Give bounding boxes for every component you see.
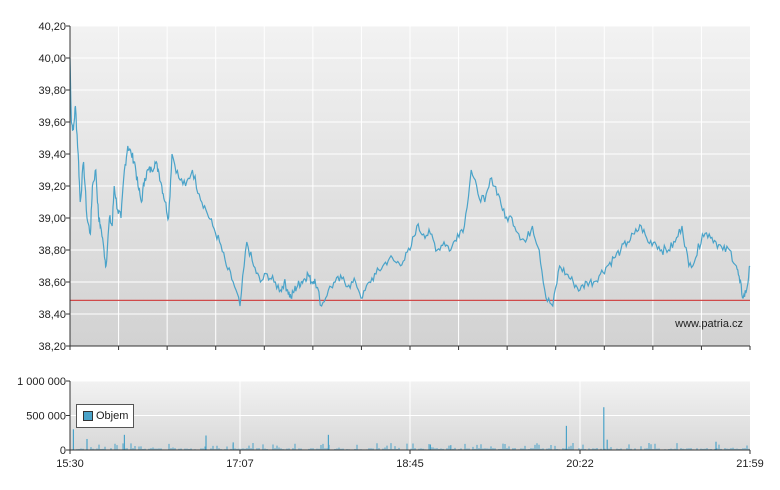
price-y-tick-label: 38,40 (38, 309, 66, 321)
volume-y-tick-label: 500 000 (26, 411, 66, 423)
price-y-tick-label: 40,20 (38, 21, 66, 33)
price-y-axis: 40,20 40,00 39,80 39,60 39,40 39,20 39,00 38,80… (38, 21, 70, 353)
price-panel: 40,20 40,00 39,80 39,60 39,40 39,20 39,00 38,80… (38, 21, 751, 353)
price-y-tick-label: 39,40 (38, 149, 66, 161)
legend-swatch (83, 411, 93, 421)
price-y-tick-label: 39,20 (38, 181, 66, 193)
x-tick-label: 17:07 (226, 458, 254, 470)
price-y-tick-label: 39,00 (38, 213, 66, 225)
volume-x-axis: 15:30 17:07 18:45 20:22 21:59 (56, 450, 764, 470)
watermark-text: www.patria.cz (674, 318, 743, 330)
legend-label: Objem (96, 410, 129, 422)
price-y-tick-label: 40,00 (38, 53, 66, 65)
x-tick-label: 18:45 (396, 458, 424, 470)
volume-panel: 1 000 000 500 000 0 15:30 17:07 18:45 20:22 21… (17, 376, 764, 470)
x-tick-label: 21:59 (736, 458, 764, 470)
price-y-tick-label: 38,60 (38, 277, 66, 289)
price-x-ticks (69, 346, 751, 350)
volume-y-tick-label: 0 (60, 445, 66, 457)
price-y-tick-label: 38,80 (38, 245, 66, 257)
price-y-tick-label: 39,60 (38, 117, 66, 129)
price-series-line (69, 57, 751, 308)
x-tick-label: 20:22 (566, 458, 594, 470)
volume-y-tick-label: 1 000 000 (17, 376, 66, 388)
x-tick-label: 15:30 (56, 458, 84, 470)
volume-legend: Objem (76, 404, 134, 428)
price-y-tick-label: 39,80 (38, 85, 66, 97)
volume-y-axis: 1 000 000 500 000 0 (17, 376, 70, 457)
price-y-tick-label: 38,20 (38, 341, 66, 353)
